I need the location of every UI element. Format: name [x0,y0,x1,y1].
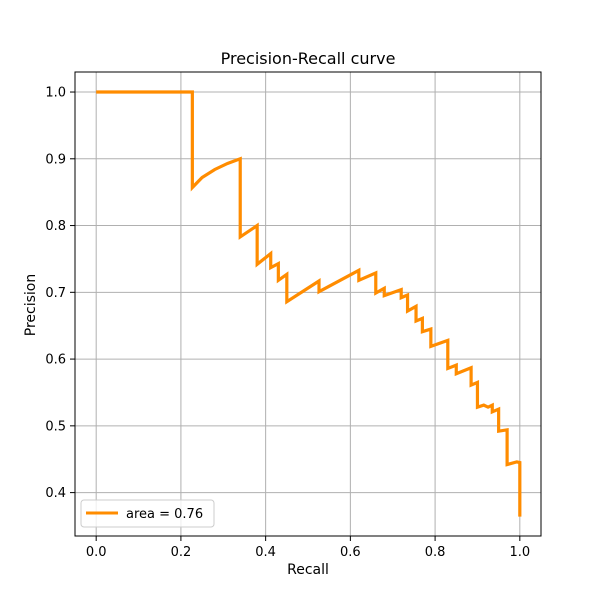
x-tick-label: 0.6 [340,545,361,560]
x-tick-label: 1.0 [509,545,530,560]
legend: area = 0.76 [80,499,215,528]
legend-label: area = 0.76 [126,507,203,522]
x-tick-label: 0.2 [171,545,192,560]
y-tick-label: 0.7 [45,286,66,301]
pr-curve-line [96,90,522,517]
grid-lines [75,72,541,536]
y-tick-label: 0.5 [45,419,66,434]
y-tick-label: 0.6 [45,353,66,368]
axes: 0.0 0.2 0.4 0.6 0.8 1.0 0.4 0.5 0.6 0.7 0.8 0.9 1.0 [45,71,542,560]
x-axis-label: Recall [287,562,329,578]
curve-layer [96,90,522,517]
x-tick-label: 0.4 [255,545,276,560]
x-tick-label: 0.0 [86,545,107,560]
plot-frame [74,71,542,537]
y-tick-label: 0.8 [45,219,66,234]
legend-box [80,499,215,528]
chart-title: Precision-Recall curve [221,49,396,68]
y-tick-label: 0.9 [45,152,66,167]
y-tick-label: 0.4 [45,486,66,501]
y-tick-label: 1.0 [45,86,66,101]
y-axis-label: Precision [23,274,39,336]
x-tick-label: 0.8 [425,545,446,560]
